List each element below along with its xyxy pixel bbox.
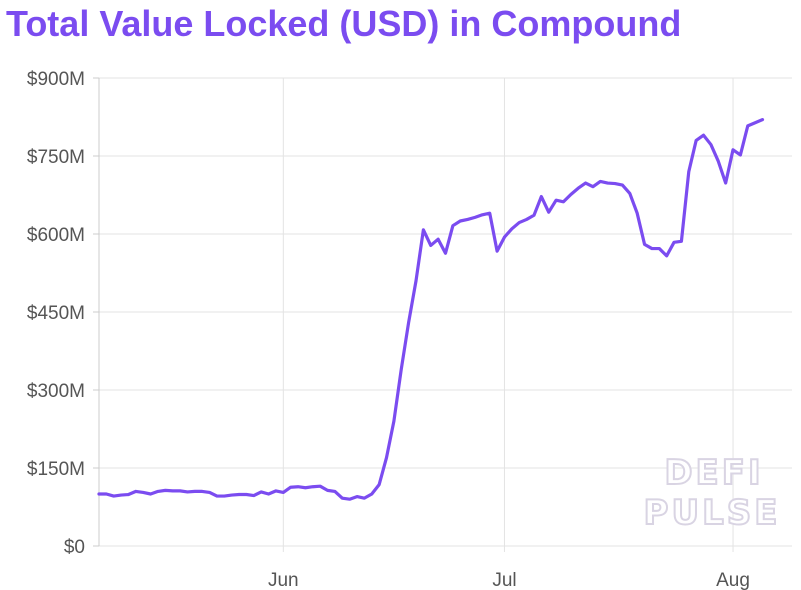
x-tick-label: Aug [716,570,750,590]
watermark-line-1: DEFI [664,453,763,493]
y-axis-tick-labels: $0 $150M $300M $450M $600M $750M $900M [27,69,85,558]
y-tick-label: $300M [27,381,85,402]
x-tick-label: Jun [268,570,299,590]
chart-title: Total Value Locked (USD) in Compound [6,3,682,44]
y-tick-label: $150M [27,459,85,480]
y-tick-label: $0 [64,537,85,558]
y-tick-label: $750M [27,147,85,168]
defi-pulse-watermark: DEFI PULSE [643,452,781,534]
y-tick-label: $450M [27,303,85,324]
x-tick-label: Jul [492,570,516,590]
tvl-series-line [97,118,765,501]
y-tick-label: $900M [27,69,85,90]
watermark-line-2: PULSE [644,493,781,533]
x-axis-tick-labels: Jun Jul Aug [268,570,750,590]
y-tick-label: $600M [27,225,85,246]
